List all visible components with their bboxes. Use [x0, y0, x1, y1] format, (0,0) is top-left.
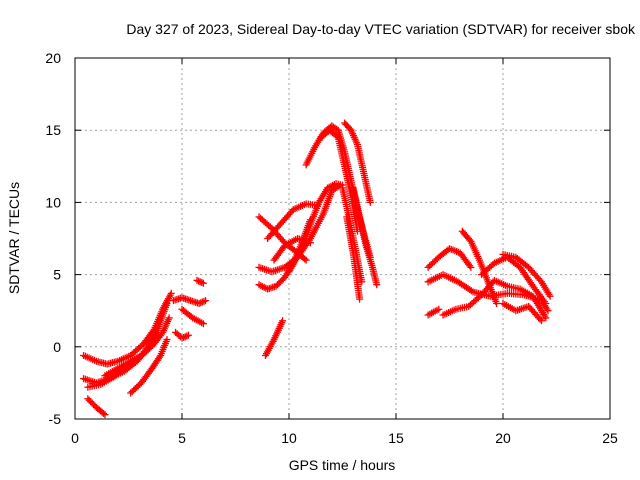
data-point — [542, 314, 550, 322]
y-tick-label: 20 — [45, 50, 61, 66]
x-tick-label: 20 — [495, 430, 511, 446]
data-point — [467, 263, 475, 271]
chart-title: Day 327 of 2023, Sidereal Day-to-day VTE… — [126, 21, 636, 37]
series-track-4 — [101, 314, 173, 380]
data-point — [467, 287, 475, 295]
data-point — [373, 281, 381, 289]
y-tick-label: 15 — [45, 122, 61, 138]
series-track-20 — [341, 119, 374, 206]
data-point — [198, 279, 206, 287]
series-track-17 — [285, 180, 346, 276]
series-track-12 — [255, 216, 314, 293]
y-tick-label: 5 — [53, 267, 61, 283]
series-track-9 — [178, 305, 207, 328]
data-point — [302, 256, 310, 264]
axis-ticks: 0 5 10 15 20 25 -5 0 5 10 15 20 — [45, 50, 618, 446]
series-track-19 — [317, 126, 361, 235]
data-point — [163, 299, 171, 307]
data-point — [266, 223, 274, 231]
data-point — [167, 289, 175, 297]
series-track-31 — [499, 299, 546, 325]
data-point — [180, 333, 188, 341]
data-point — [476, 292, 484, 300]
data-point — [466, 262, 474, 270]
grid-lines — [75, 58, 610, 419]
data-point — [544, 307, 552, 315]
data-point — [536, 315, 544, 323]
x-tick-label: 25 — [602, 430, 618, 446]
series-track-11 — [261, 317, 287, 359]
x-tick-label: 15 — [388, 430, 404, 446]
data-point — [196, 278, 204, 286]
data-point — [546, 292, 554, 300]
data-point — [101, 411, 109, 419]
data-point — [193, 276, 201, 284]
series-track-26 — [424, 305, 443, 319]
series-track-30 — [499, 250, 554, 300]
data-point — [542, 299, 550, 307]
data-point — [156, 353, 164, 361]
data-point — [301, 255, 309, 263]
data-point — [198, 298, 206, 306]
series-track-8 — [172, 328, 192, 342]
data-point — [184, 331, 192, 339]
series-track-7 — [169, 294, 210, 307]
series-track-23 — [349, 184, 381, 289]
y-tick-label: 10 — [45, 194, 61, 210]
data-point — [306, 239, 314, 247]
data-point — [200, 297, 208, 305]
y-axis-label: SDTVAR / TECUs — [6, 182, 22, 294]
data-point — [538, 317, 546, 325]
data-point — [366, 198, 374, 206]
series-track-10 — [193, 276, 207, 287]
x-tick-label: 0 — [71, 430, 79, 446]
series-track-15 — [264, 200, 321, 242]
series-track-6 — [84, 395, 109, 419]
data-point — [165, 314, 173, 322]
series-track-24 — [424, 245, 475, 271]
y-tick-label: 0 — [53, 339, 61, 355]
data-point — [195, 299, 203, 307]
data-point — [199, 320, 207, 328]
data-point — [199, 279, 207, 287]
x-tick-label: 5 — [178, 430, 186, 446]
data-point — [181, 333, 189, 341]
data-point — [163, 336, 171, 344]
data-points — [80, 119, 554, 419]
data-point — [178, 334, 186, 342]
data-point — [100, 409, 108, 417]
data-point — [435, 305, 443, 313]
data-point — [183, 332, 191, 340]
data-point — [356, 295, 364, 303]
data-point — [197, 299, 205, 307]
y-tick-label: -5 — [49, 411, 62, 427]
series-track-5 — [127, 336, 171, 397]
data-point — [279, 317, 287, 325]
x-axis-label: GPS time / hours — [289, 457, 396, 473]
data-point — [202, 297, 210, 305]
data-point — [493, 299, 501, 307]
x-tick-label: 10 — [281, 430, 297, 446]
series-track-22 — [343, 213, 364, 303]
plot-frame — [74, 57, 611, 420]
data-point — [195, 277, 203, 285]
